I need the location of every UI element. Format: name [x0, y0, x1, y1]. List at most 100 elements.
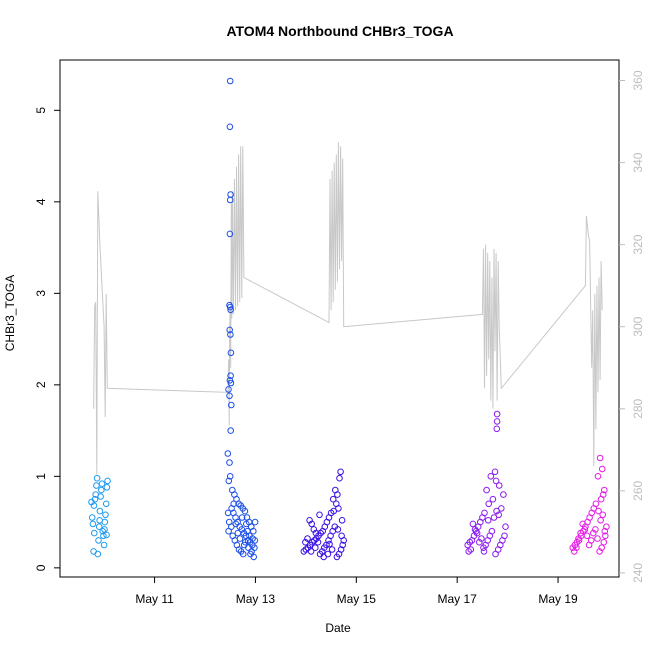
data-point — [90, 502, 98, 509]
data-point — [102, 500, 110, 508]
data-point — [316, 511, 323, 519]
data-point — [581, 526, 589, 533]
data-point — [597, 517, 604, 524]
data-point — [239, 550, 247, 558]
data-point — [312, 544, 319, 552]
data-point — [493, 410, 501, 418]
right-tick-label: 360 — [631, 70, 645, 90]
data-point — [333, 553, 341, 561]
data-point — [321, 544, 328, 552]
x-tick-label: May 15 — [337, 592, 377, 606]
data-point — [225, 386, 232, 393]
data-point — [336, 474, 343, 482]
data-point — [230, 500, 237, 508]
data-point — [98, 486, 105, 494]
data-point — [464, 541, 472, 549]
data-point — [575, 535, 582, 542]
data-point — [314, 538, 322, 546]
data-point — [100, 541, 108, 549]
data-point — [469, 520, 477, 528]
data-point — [473, 529, 481, 537]
data-point — [226, 123, 234, 131]
data-point — [493, 507, 500, 515]
data-point — [601, 486, 608, 494]
y-tick-label: 1 — [34, 473, 48, 480]
y-tick-label: 0 — [34, 564, 48, 571]
data-point — [328, 546, 336, 553]
data-point — [590, 529, 597, 537]
data-point — [598, 544, 606, 552]
data-point — [484, 517, 492, 524]
data-point — [227, 427, 234, 434]
data-point — [601, 527, 609, 535]
data-point — [226, 77, 234, 85]
right-tick-label: 300 — [631, 316, 645, 336]
data-point — [100, 532, 107, 540]
data-point — [91, 529, 98, 537]
y-tick-label: 5 — [34, 107, 48, 114]
data-point — [329, 495, 337, 503]
data-point — [478, 535, 485, 542]
data-point — [594, 473, 602, 480]
data-point — [492, 477, 500, 485]
data-point — [583, 532, 591, 540]
data-point — [235, 500, 242, 508]
data-point — [596, 454, 604, 462]
data-point — [99, 527, 106, 535]
x-tick-label: May 13 — [236, 592, 276, 606]
data-point — [487, 473, 495, 480]
data-point — [603, 523, 610, 531]
data-point — [471, 526, 479, 533]
data-point — [598, 465, 606, 473]
data-point — [307, 548, 315, 555]
data-point — [500, 491, 507, 498]
data-point — [311, 537, 318, 544]
data-point — [238, 514, 246, 521]
data-point — [498, 505, 505, 512]
data-point — [306, 517, 313, 524]
y-tick-label: 4 — [34, 198, 48, 205]
data-point — [592, 526, 599, 533]
data-point — [319, 527, 327, 535]
data-point — [495, 482, 503, 489]
plot-frame — [59, 59, 620, 578]
data-point — [597, 495, 605, 503]
data-point — [491, 468, 499, 476]
data-point — [251, 518, 259, 526]
data-point — [569, 544, 577, 552]
y-axis-label: CHBr3_TOGA — [3, 275, 17, 351]
data-point — [224, 450, 232, 457]
data-point — [594, 535, 601, 542]
data-point — [241, 507, 249, 515]
x-tick-label: May 19 — [538, 592, 578, 606]
data-point — [596, 548, 603, 555]
data-point — [573, 544, 580, 552]
right-axis: 240 260 280 300 320 340 360 — [619, 70, 645, 583]
data-point — [493, 425, 501, 433]
y-axis: 0 1 2 3 4 5 — [34, 107, 60, 571]
data-point — [483, 486, 490, 494]
data-point — [243, 520, 250, 528]
data-point — [577, 529, 584, 537]
right-tick-label: 340 — [631, 152, 645, 172]
data-point — [247, 550, 254, 558]
data-point — [476, 538, 483, 546]
data-point — [93, 482, 100, 489]
data-point — [579, 520, 587, 528]
data-point — [227, 379, 235, 387]
data-point — [480, 548, 488, 555]
data-point — [300, 548, 308, 555]
data-point — [302, 538, 309, 546]
data-point — [88, 514, 96, 521]
data-point — [490, 514, 498, 521]
data-point — [227, 331, 234, 338]
x-axis-label: Date — [325, 621, 351, 635]
right-axis-line-series — [93, 142, 603, 475]
chart-title: ATOM4 Northbound CHBr3_TOGA — [226, 23, 453, 39]
data-point — [468, 537, 476, 544]
data-point — [599, 511, 607, 519]
data-point — [326, 540, 333, 548]
data-point — [238, 526, 246, 533]
data-point — [232, 520, 240, 528]
